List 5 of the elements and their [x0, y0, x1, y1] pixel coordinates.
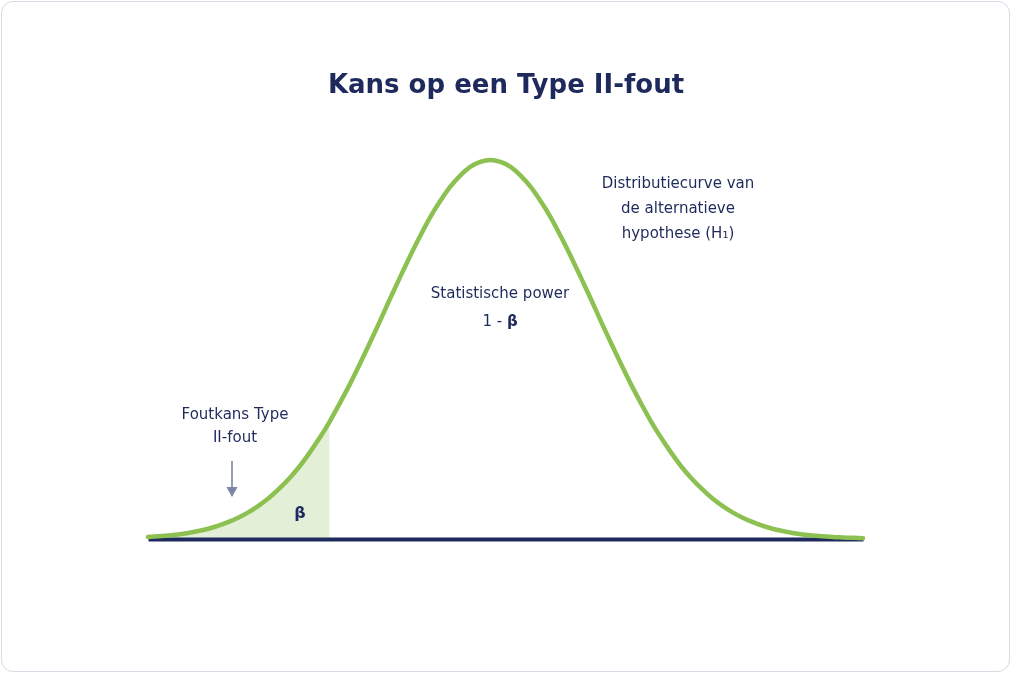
annotation: Foutkans Type II-fout [181, 405, 289, 446]
annotation: Distributiecurve van de alternatieve hypothese (H₁) [601, 174, 755, 242]
chart-title: Kans op een Type II-fout [327, 69, 685, 99]
annotation: Statistische power 1 - β [430, 284, 571, 330]
annotation: β [294, 503, 306, 522]
